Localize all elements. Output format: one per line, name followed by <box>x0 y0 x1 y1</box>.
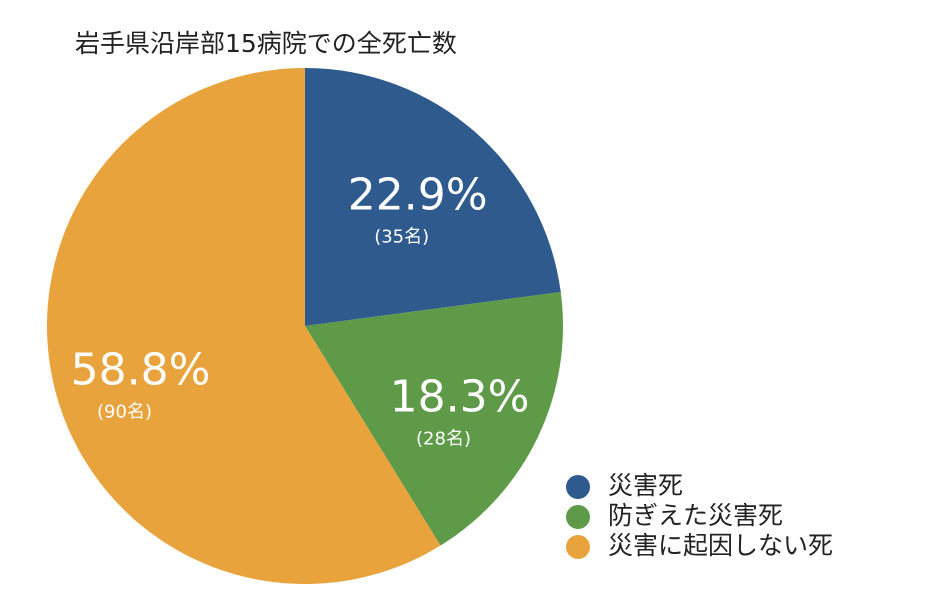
value-label: 58.8% <box>71 345 211 396</box>
legend-label: 防ぎえた災害死 <box>608 501 783 530</box>
count-label: (28名) <box>416 428 471 449</box>
pie-slice <box>46 68 441 584</box>
value-label: 18.3% <box>390 371 530 422</box>
legend-marker <box>566 505 590 529</box>
legend-label: 災害死 <box>608 471 683 500</box>
pie-slice <box>305 292 563 546</box>
legend-label: 災害に起因しない死 <box>608 531 833 560</box>
count-label: (35名) <box>374 226 429 247</box>
legend-marker <box>566 475 590 499</box>
legend-marker <box>566 535 590 559</box>
value-label: 22.9% <box>348 169 488 220</box>
pie-slice <box>305 68 561 326</box>
chart-title: 岩手県沿岸部15病院での全死亡数 <box>75 29 457 58</box>
count-label: (90名) <box>97 402 152 423</box>
